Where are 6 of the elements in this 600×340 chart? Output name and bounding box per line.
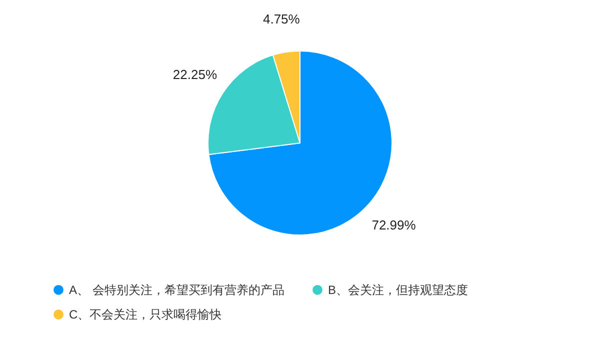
data-label: 22.25% [172, 67, 218, 82]
legend-label: A、 会特别关注，希望买到有营养的产品 [69, 282, 284, 297]
legend-label: C、不会关注，只求喝得愉快 [69, 308, 222, 322]
data-label: 72.99% [372, 218, 416, 233]
data-label: 4.75% [262, 11, 300, 26]
legend-label: B、会关注，但持观望态度 [328, 282, 468, 297]
